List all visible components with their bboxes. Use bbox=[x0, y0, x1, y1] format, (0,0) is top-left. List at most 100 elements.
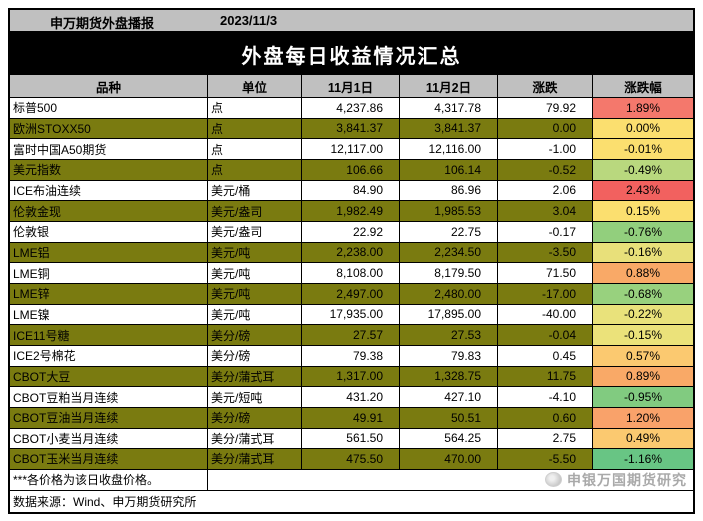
report-board: 申万期货外盘播报 2023/11/3 外盘每日收益情况汇总 品种 单位 11月1… bbox=[8, 8, 695, 514]
cell-nov1-value: 17,935.00 bbox=[302, 304, 400, 326]
report-table-header: 品种 单位 11月1日 11月2日 涨跌 涨跌幅 bbox=[10, 75, 693, 98]
cell-nov1-value: 84.90 bbox=[302, 180, 400, 202]
cell-variety: 欧洲STOXX50 bbox=[10, 118, 208, 140]
cell-nov2-value: 8,179.50 bbox=[400, 263, 498, 284]
cell-unit: 美元/吨 bbox=[208, 283, 302, 305]
cell-nov1-value: 2,497.00 bbox=[302, 283, 400, 305]
cell-unit: 美元/短吨 bbox=[208, 387, 302, 408]
cell-nov1-value: 8,108.00 bbox=[302, 263, 400, 284]
cell-nov1-value: 79.38 bbox=[302, 345, 400, 367]
cell-change-pct: 0.00% bbox=[593, 118, 693, 140]
cell-nov1-value: 12,117.00 bbox=[302, 139, 400, 160]
cell-nov1-value: 27.57 bbox=[302, 325, 400, 346]
column-header-nov2: 11月2日 bbox=[400, 75, 498, 98]
cell-change-pct: -0.01% bbox=[593, 139, 693, 160]
cell-change-pct: 1.89% bbox=[593, 98, 693, 119]
cell-nov2-value: 1,985.53 bbox=[400, 201, 498, 222]
cell-variety: LME镍 bbox=[10, 304, 208, 326]
cell-unit: 点 bbox=[208, 139, 302, 160]
column-header-unit: 单位 bbox=[208, 75, 302, 98]
cell-nov1-value: 1,982.49 bbox=[302, 201, 400, 222]
cell-change-value: 11.75 bbox=[498, 366, 593, 388]
cell-change-pct: -0.76% bbox=[593, 221, 693, 243]
cell-change-pct: 1.20% bbox=[593, 407, 693, 429]
cell-nov1-value: 2,238.00 bbox=[302, 242, 400, 264]
column-header-variety: 品种 bbox=[10, 75, 208, 98]
cell-variety: LME铝 bbox=[10, 242, 208, 264]
cell-change-value: 3.04 bbox=[498, 201, 593, 222]
cell-nov2-value: 106.14 bbox=[400, 159, 498, 181]
report-table-body: 标普500 点 4,237.86 4,317.78 79.92 1.89% 欧洲STOXX5… bbox=[10, 98, 693, 470]
cell-unit: 美元/盎司 bbox=[208, 201, 302, 222]
report-title: 外盘每日收益情况汇总 bbox=[241, 45, 462, 68]
cell-change-pct: 0.57% bbox=[593, 345, 693, 367]
cell-change-value: -0.04 bbox=[498, 325, 593, 346]
cell-nov1-value: 475.50 bbox=[302, 449, 400, 470]
cell-nov1-value: 106.66 bbox=[302, 159, 400, 181]
cell-unit: 美元/吨 bbox=[208, 263, 302, 284]
cell-change-pct: -1.16% bbox=[593, 449, 693, 470]
cell-variety: LME铜 bbox=[10, 263, 208, 284]
cell-nov2-value: 470.00 bbox=[400, 449, 498, 470]
cell-unit: 点 bbox=[208, 118, 302, 140]
report-topbar: 申万期货外盘播报 2023/11/3 bbox=[10, 10, 693, 33]
cell-change-value: -0.52 bbox=[498, 159, 593, 181]
cell-change-pct: 0.49% bbox=[593, 428, 693, 450]
cell-change-pct: -0.15% bbox=[593, 325, 693, 346]
cell-change-pct: -0.68% bbox=[593, 283, 693, 305]
cell-unit: 美元/吨 bbox=[208, 304, 302, 326]
footer-note-row: ***各价格为该日收盘价格。 申银万国期货研究 bbox=[10, 469, 693, 491]
cell-change-value: -3.50 bbox=[498, 242, 593, 264]
watermark: 申银万国期货研究 bbox=[545, 470, 687, 490]
cell-variety: CBOT豆油当月连续 bbox=[10, 407, 208, 429]
cell-change-pct: 0.89% bbox=[593, 366, 693, 388]
footer-source: 数据来源：Wind、申万期货研究所 bbox=[13, 494, 197, 509]
cell-change-value: -5.50 bbox=[498, 449, 593, 470]
cell-nov2-value: 27.53 bbox=[400, 325, 498, 346]
cell-nov2-value: 12,116.00 bbox=[400, 139, 498, 160]
cell-nov2-value: 50.51 bbox=[400, 407, 498, 429]
cell-variety: CBOT小麦当月连续 bbox=[10, 428, 208, 450]
cell-change-value: 0.00 bbox=[498, 118, 593, 140]
cell-unit: 美元/吨 bbox=[208, 242, 302, 264]
watermark-logo-icon bbox=[545, 472, 562, 488]
cell-nov2-value: 4,317.78 bbox=[400, 98, 498, 119]
cell-change-value: 0.60 bbox=[498, 407, 593, 429]
cell-variety: ICE11号糖 bbox=[10, 325, 208, 346]
cell-change-pct: -0.49% bbox=[593, 159, 693, 181]
footer-source-row: 数据来源：Wind、申万期货研究所 bbox=[10, 491, 693, 512]
cell-nov1-value: 561.50 bbox=[302, 428, 400, 450]
cell-change-value: -17.00 bbox=[498, 283, 593, 305]
cell-nov2-value: 22.75 bbox=[400, 221, 498, 243]
cell-variety: ICE布油连续 bbox=[10, 180, 208, 202]
cell-change-pct: 2.43% bbox=[593, 180, 693, 202]
cell-nov2-value: 2,480.00 bbox=[400, 283, 498, 305]
report-title-banner: 外盘每日收益情况汇总 bbox=[10, 33, 693, 75]
cell-change-pct: 0.15% bbox=[593, 201, 693, 222]
cell-change-value: 79.92 bbox=[498, 98, 593, 119]
cell-unit: 美分/蒲式耳 bbox=[208, 428, 302, 450]
cell-unit: 美分/磅 bbox=[208, 407, 302, 429]
cell-nov2-value: 3,841.37 bbox=[400, 118, 498, 140]
cell-unit: 点 bbox=[208, 159, 302, 181]
cell-variety: 美元指数 bbox=[10, 159, 208, 181]
cell-nov1-value: 1,317.00 bbox=[302, 366, 400, 388]
cell-variety: 伦敦银 bbox=[10, 221, 208, 243]
cell-nov2-value: 564.25 bbox=[400, 428, 498, 450]
cell-nov1-value: 3,841.37 bbox=[302, 118, 400, 140]
cell-change-value: -0.17 bbox=[498, 221, 593, 243]
cell-change-value: -40.00 bbox=[498, 304, 593, 326]
footer-note-spacer: 申银万国期货研究 bbox=[208, 470, 693, 491]
cell-variety: CBOT玉米当月连续 bbox=[10, 449, 208, 470]
cell-variety: ICE2号棉花 bbox=[10, 345, 208, 367]
cell-change-value: 2.06 bbox=[498, 180, 593, 202]
cell-unit: 美分/蒲式耳 bbox=[208, 449, 302, 470]
column-header-change: 涨跌 bbox=[498, 75, 593, 98]
cell-nov1-value: 49.91 bbox=[302, 407, 400, 429]
cell-change-value: 2.75 bbox=[498, 428, 593, 450]
cell-change-value: 0.45 bbox=[498, 345, 593, 367]
cell-unit: 美分/蒲式耳 bbox=[208, 366, 302, 388]
column-header-nov1: 11月1日 bbox=[302, 75, 400, 98]
report-source-label: 申万期货外盘播报 bbox=[50, 16, 155, 31]
cell-nov2-value: 79.83 bbox=[400, 345, 498, 367]
